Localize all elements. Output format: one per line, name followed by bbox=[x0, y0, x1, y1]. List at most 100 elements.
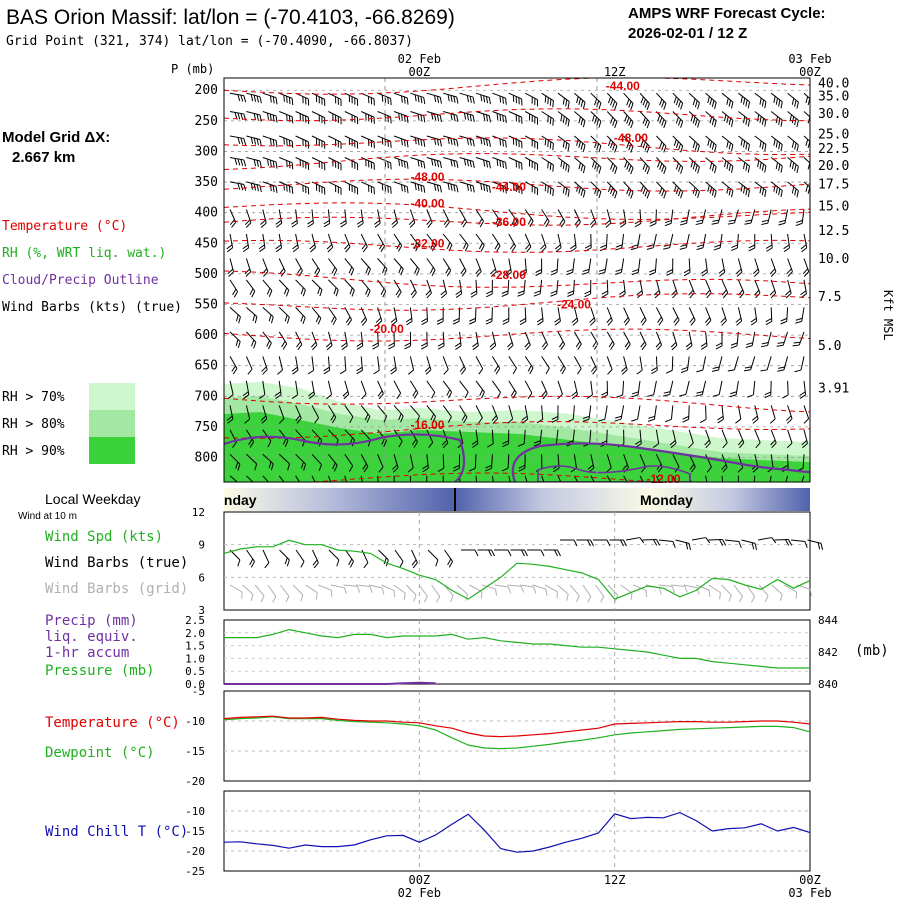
barb-7-12 bbox=[422, 259, 437, 276]
barb-2-1 bbox=[245, 136, 263, 146]
barb-6-27 bbox=[663, 233, 673, 251]
barb-1-32 bbox=[751, 112, 768, 127]
barb-4-7 bbox=[342, 182, 360, 195]
barb-3-28 bbox=[685, 158, 702, 174]
barb-12-27 bbox=[663, 380, 673, 398]
height-tick-4: 22.5 bbox=[818, 142, 849, 157]
barb-8-2 bbox=[258, 280, 274, 297]
barb-9-18 bbox=[519, 307, 526, 324]
bottom-time-2: 00Z bbox=[799, 873, 821, 887]
height-tick-8: 12.5 bbox=[818, 224, 849, 239]
barb-2-35 bbox=[800, 136, 817, 152]
barb-10-20 bbox=[553, 332, 566, 350]
barb-12-16 bbox=[488, 381, 503, 398]
barb-8-14 bbox=[454, 280, 462, 298]
barb-10-27 bbox=[667, 332, 678, 350]
barb-11-29 bbox=[696, 355, 705, 373]
barb-11-31 bbox=[728, 355, 739, 373]
barb-0-4 bbox=[293, 93, 311, 105]
barb-12-32 bbox=[747, 380, 755, 398]
barb-11-5 bbox=[306, 356, 314, 374]
barb-0-29 bbox=[702, 93, 719, 109]
bottom-date-0: 02 Feb bbox=[398, 886, 441, 900]
barb-0-8 bbox=[359, 93, 377, 105]
temperature-label-10: -16.00 bbox=[410, 418, 444, 432]
barb-4-15 bbox=[474, 182, 492, 193]
barb-10-30 bbox=[716, 332, 722, 349]
height-tick-2: 30.0 bbox=[818, 107, 849, 122]
barb-0-30 bbox=[718, 93, 735, 108]
temperature-label-6: -32.00 bbox=[410, 236, 444, 250]
barb-4-14 bbox=[458, 182, 476, 192]
barb-6-5 bbox=[306, 234, 316, 252]
barb-11-30 bbox=[712, 355, 722, 373]
temp-tick--10: -10 bbox=[185, 715, 205, 728]
barb-12-24 bbox=[616, 381, 623, 398]
barb-5-34 bbox=[778, 208, 787, 226]
barb-3-34 bbox=[784, 158, 801, 173]
barb-2-8 bbox=[359, 136, 377, 148]
barb-6-28 bbox=[680, 233, 689, 251]
barb-12-22 bbox=[585, 381, 593, 399]
barb-8-19 bbox=[534, 279, 542, 297]
barb-8-16 bbox=[486, 280, 492, 297]
height-tick-5: 20.0 bbox=[818, 159, 849, 174]
barb-1-25 bbox=[636, 112, 652, 129]
height-tick-3: 25.0 bbox=[818, 127, 849, 142]
barb-0-32 bbox=[751, 93, 768, 108]
barb-9-27 bbox=[667, 307, 680, 325]
model-grid-value: 2.667 km bbox=[12, 149, 75, 166]
barb-9-29 bbox=[700, 307, 712, 325]
barb-4-9 bbox=[375, 182, 393, 194]
barb-12-14 bbox=[455, 381, 470, 398]
barb-5-15 bbox=[471, 210, 485, 228]
barb-8-12 bbox=[421, 280, 432, 298]
barb-8-29 bbox=[700, 280, 712, 298]
barb-9-15 bbox=[469, 307, 476, 324]
barb-4-34 bbox=[784, 182, 801, 197]
barb-12-9 bbox=[372, 381, 385, 399]
cross-section: -44.00-48.00-48.00-44.00-40.00-36.00-32.… bbox=[195, 77, 895, 494]
precip-panel-frame bbox=[224, 620, 810, 684]
barb-8-3 bbox=[275, 280, 291, 297]
barb-0-35 bbox=[800, 93, 817, 109]
barb-0-24 bbox=[619, 93, 635, 110]
barb-2-4 bbox=[293, 136, 311, 148]
barb-1-33 bbox=[768, 112, 785, 127]
barb-0-0 bbox=[229, 93, 247, 102]
barb-3-11 bbox=[409, 158, 427, 169]
barb-11-18 bbox=[520, 356, 534, 373]
barb-13-30 bbox=[716, 405, 724, 423]
barb-10-1 bbox=[242, 332, 258, 349]
barb-3-5 bbox=[309, 158, 327, 171]
barb-12-12 bbox=[422, 381, 437, 398]
barb-12-13 bbox=[438, 381, 453, 398]
barb-5-35 bbox=[796, 209, 804, 227]
barb-10-2 bbox=[258, 332, 273, 349]
pressure-tick-500: 500 bbox=[195, 267, 218, 282]
barb-1-4 bbox=[293, 112, 311, 124]
weekday-monday: Monday bbox=[640, 492, 693, 508]
temperature-label-11: -12.00 bbox=[646, 472, 680, 486]
barb-10-18 bbox=[520, 332, 532, 350]
pressure-tick-650: 650 bbox=[195, 359, 218, 374]
barb-6-15 bbox=[471, 234, 486, 251]
barb-9-16 bbox=[486, 307, 493, 324]
barb-5-24 bbox=[618, 210, 627, 228]
barb-9-19 bbox=[536, 307, 544, 325]
rh90-swatch bbox=[89, 437, 135, 464]
barb-11-21 bbox=[569, 356, 583, 374]
rh80-swatch bbox=[89, 410, 135, 437]
barb-0-26 bbox=[652, 93, 668, 109]
precip-tick-1: 0.5 bbox=[185, 665, 205, 678]
barb-7-22 bbox=[582, 258, 591, 276]
barb-6-16 bbox=[487, 234, 501, 252]
barb-11-6 bbox=[322, 356, 329, 373]
temperature-label-7: -28.00 bbox=[492, 268, 526, 282]
barb-13-24 bbox=[615, 404, 624, 422]
barb-12-35 bbox=[798, 381, 806, 399]
barb-1-30 bbox=[718, 112, 735, 127]
barb-7-7 bbox=[340, 259, 355, 276]
